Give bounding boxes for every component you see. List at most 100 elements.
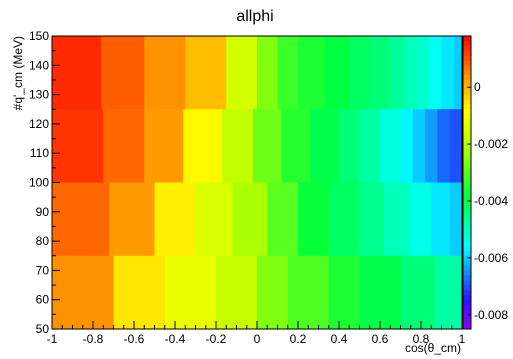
- heatmap-cell-r2-c4: [232, 182, 268, 257]
- palette-segment-13: [463, 99, 471, 105]
- x-tick-label-0: -1: [47, 332, 58, 346]
- palette-segment-49: [463, 275, 471, 281]
- palette-segment-55: [463, 304, 471, 310]
- y-tick-label-10: 150: [29, 29, 49, 43]
- x-tick-label-8: 0.6: [372, 332, 389, 346]
- x-tick-label-1: -0.8: [83, 332, 104, 346]
- y-tick-label-6: 110: [30, 146, 49, 160]
- heatmap-cell-r3-c4: [257, 255, 289, 330]
- palette-segment-2: [463, 45, 471, 52]
- color-palette-frame: [462, 35, 472, 330]
- palette-segment-54: [463, 299, 471, 306]
- heatmap-cell-r0-c10: [369, 36, 391, 110]
- palette-segment-34: [463, 202, 471, 208]
- y-tick-label-7: 120: [29, 117, 49, 131]
- palette-segment-59: [463, 324, 471, 330]
- x-axis-label: cos(θ_cm): [405, 341, 461, 355]
- palette-segment-43: [463, 245, 471, 252]
- y-axis: 50 60 70 80 90 100 110 120 130 140 150: [29, 29, 60, 336]
- y-tick-label-8: 130: [29, 88, 49, 102]
- x-tick-label-2: -0.6: [124, 332, 145, 346]
- palette-segment-30: [463, 182, 471, 188]
- x-tick-label-9: 0.8: [413, 332, 430, 346]
- chart-title: allphi: [236, 8, 273, 25]
- palette-segment-24: [463, 153, 471, 159]
- z-tick-label-3: -0.006: [474, 251, 508, 265]
- heatmap-cell-r2-c0: [52, 182, 110, 257]
- heatmap-cell-r0-c13: [416, 36, 430, 110]
- palette-segment-38: [463, 221, 471, 227]
- heatmap-cell-r1-c12: [412, 109, 426, 184]
- palette-segment-17: [463, 119, 471, 125]
- palette-segment-45: [463, 255, 471, 262]
- heatmap-cell-r2-c10: [408, 182, 432, 257]
- palette-segment-57: [463, 314, 471, 320]
- heatmap-cell-r1-c15: [449, 109, 463, 184]
- y-tick-label-2: 70: [36, 263, 50, 277]
- heatmap-cell-r1-c11: [400, 109, 414, 184]
- palette-segment-36: [463, 211, 471, 218]
- palette-segment-32: [463, 192, 471, 198]
- heatmap-cell-r0-c8: [324, 36, 350, 110]
- heatmap-cell-r0-c0: [52, 36, 102, 110]
- heatmap-cell-r1-c1: [103, 109, 145, 184]
- heatmap-cell-r3-c9: [435, 255, 463, 330]
- heatmap-cell-r0-c12: [404, 36, 418, 110]
- heatmap-cell-r1-c5: [252, 109, 283, 184]
- x-tick-label-4: -0.2: [206, 332, 227, 346]
- y-axis-label: #q'_cm (MeV): [11, 36, 25, 110]
- y-tick-label-9: 140: [29, 58, 49, 72]
- palette-segment-14: [463, 104, 471, 110]
- palette-segment-56: [463, 309, 471, 315]
- y-tick-label-3: 80: [36, 234, 50, 248]
- heatmap-cell-r3-c3: [216, 255, 258, 330]
- palette-segment-46: [463, 260, 471, 267]
- heatmap-cell-r1-c14: [437, 109, 451, 184]
- heatmap-cell-r2-c7: [328, 182, 361, 257]
- heatmap-cell-r2-c5: [267, 182, 299, 257]
- x-axis: -1 -0.8 -0.6 -0.4 -0.2 0 0.2 0.4 0.6 0.8 1: [47, 321, 466, 346]
- x-tick-label-6: 0.2: [290, 332, 307, 346]
- heatmap-cell-r1-c9: [359, 109, 381, 184]
- heatmap-cell-r0-c5: [257, 36, 279, 110]
- palette-segment-51: [463, 285, 471, 291]
- palette-segment-0: [463, 36, 471, 42]
- palette-segment-12: [463, 94, 471, 100]
- y-tick-label-1: 60: [36, 293, 50, 307]
- palette-segment-15: [463, 109, 471, 115]
- y-tick-label-4: 90: [36, 205, 50, 219]
- palette-segment-53: [463, 294, 471, 301]
- heatmap-cell-r3-c7: [359, 255, 402, 330]
- x-tick-label-7: 0.4: [331, 332, 348, 346]
- palette-segment-58: [463, 319, 471, 325]
- heatmap-cell-r1-c3: [183, 109, 223, 184]
- heatmap-cell-r3-c8: [400, 255, 436, 330]
- z-tick-label-0: 0: [474, 80, 481, 94]
- heatmap-cell-r0-c14: [429, 36, 443, 110]
- y-tick-label-0: 50: [36, 322, 50, 336]
- palette-segment-8: [463, 75, 471, 81]
- heatmap-cell-r2-c6: [298, 182, 330, 257]
- heatmap-cell-r0-c9: [349, 36, 371, 110]
- palette-segment-31: [463, 187, 471, 193]
- palette-segment-48: [463, 270, 471, 276]
- heatmap-cell-r0-c2: [144, 36, 186, 110]
- heatmap-cell-r2-c3: [195, 182, 233, 257]
- heatmap-cell-r0-c6: [277, 36, 299, 110]
- palette-segment-22: [463, 143, 471, 149]
- heatmap-cell-r1-c8: [339, 109, 361, 184]
- palette-segment-25: [463, 158, 471, 164]
- palette-segment-6: [463, 65, 471, 71]
- palette-segment-40: [463, 231, 471, 237]
- heatmap-cell-r3-c1: [113, 255, 166, 330]
- palette-segment-20: [463, 133, 471, 140]
- palette-segment-18: [463, 123, 471, 130]
- palette-segment-7: [463, 70, 471, 76]
- palette-segment-41: [463, 236, 471, 242]
- heatmap-cell-r2-c2: [154, 182, 197, 257]
- palette-segment-29: [463, 177, 471, 183]
- palette-segment-26: [463, 162, 471, 169]
- palette-segment-5: [463, 60, 471, 66]
- heatmap-cell-r1-c4: [222, 109, 254, 184]
